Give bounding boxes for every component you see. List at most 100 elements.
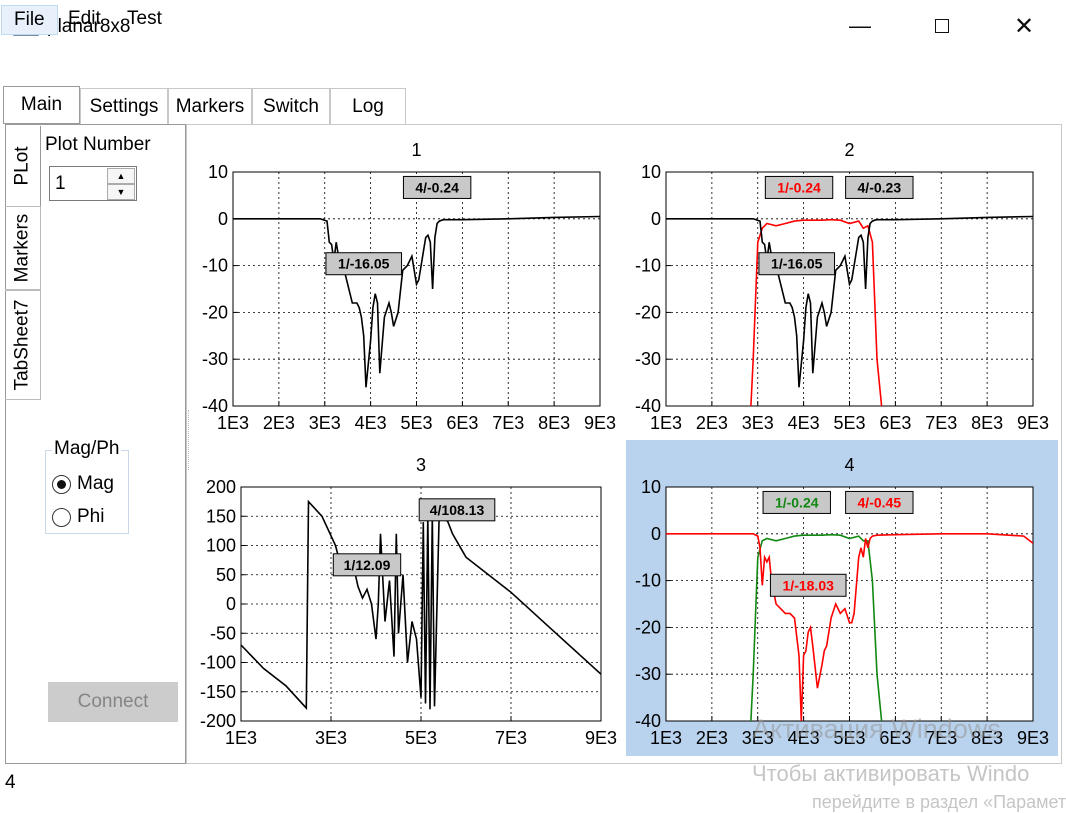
spin-up-icon[interactable]: ▲ <box>107 168 135 184</box>
tick-label-x: 8E3 <box>538 413 570 433</box>
series-line-2 <box>666 532 1033 721</box>
tick-label-x: 5E3 <box>833 413 865 433</box>
tick-label-y: 0 <box>226 594 236 614</box>
series-line-1 <box>750 533 883 721</box>
tick-label-y: -30 <box>635 349 661 369</box>
radio-phi-label: Phi <box>77 506 105 527</box>
tick-label-x: 7E3 <box>925 413 957 433</box>
marker-label: 1/12.09 <box>344 557 391 573</box>
marker-box <box>762 490 831 514</box>
spin-down-icon[interactable]: ▼ <box>107 184 135 200</box>
tab-main[interactable]: Main <box>3 86 80 124</box>
tick-label-x: 2E3 <box>696 728 728 748</box>
tick-label-y: 10 <box>208 162 228 182</box>
tick-label-y: -40 <box>635 711 661 731</box>
tick-label-y: 0 <box>651 524 661 544</box>
magph-title: Mag/Ph <box>52 438 122 460</box>
plot-area <box>186 124 1062 764</box>
side-tab-markers[interactable]: Markers <box>5 206 41 290</box>
side-tab-plot[interactable]: PLot <box>5 126 41 206</box>
tick-label-x: 4E3 <box>788 413 820 433</box>
tick-label-x: 6E3 <box>446 413 478 433</box>
marker-label: 4/108.13 <box>430 502 485 518</box>
tick-label-x: 9E3 <box>1017 413 1049 433</box>
tick-label-y: -150 <box>200 682 236 702</box>
tick-label-y: -20 <box>635 302 661 322</box>
tick-label-x: 5E3 <box>400 413 432 433</box>
tick-label-y: 0 <box>218 209 228 229</box>
close-icon[interactable]: ✕ <box>1013 12 1035 40</box>
tick-label-y: 10 <box>641 162 661 182</box>
tick-label-y: -40 <box>202 396 228 416</box>
activation-watermark-text: Чтобы активировать Windo <box>752 761 1030 786</box>
status-bar <box>0 764 1066 805</box>
marker-box <box>845 490 914 514</box>
tick-label-y: -10 <box>202 256 228 276</box>
plot-number-value[interactable]: 1 <box>55 173 66 194</box>
chart-1-title: 1 <box>411 140 421 160</box>
tab-markers[interactable]: Markers <box>168 88 252 124</box>
menu-edit[interactable]: Edit <box>68 8 101 29</box>
radio-mag[interactable]: Mag <box>52 473 114 495</box>
tick-label-y: -20 <box>635 617 661 637</box>
plot-number-stepper[interactable]: 1 ▲ ▼ <box>49 166 137 201</box>
connect-button[interactable]: Connect <box>48 682 178 722</box>
tick-label-y: 150 <box>206 506 236 526</box>
menu-file[interactable]: File <box>1 5 58 35</box>
tick-label-x: 2E3 <box>263 413 295 433</box>
tick-label-x: 9E3 <box>584 413 616 433</box>
marker-label: 1/-16.05 <box>338 256 390 272</box>
tick-label-x: 8E3 <box>971 413 1003 433</box>
tick-label-x: 3E3 <box>309 413 341 433</box>
tick-label-x: 7E3 <box>495 728 527 748</box>
tick-label-x: 5E3 <box>833 728 865 748</box>
tick-label-y: 10 <box>641 477 661 497</box>
chart-2-title: 2 <box>844 140 854 160</box>
radio-phi[interactable]: Phi <box>52 506 104 528</box>
marker-box <box>845 175 914 199</box>
tick-label-x: 9E3 <box>585 728 617 748</box>
tick-label-x: 1E3 <box>650 413 682 433</box>
tick-label-y: -50 <box>210 623 236 643</box>
tick-label-y: 0 <box>651 209 661 229</box>
marker-box <box>325 252 403 276</box>
tick-label-x: 4E3 <box>355 413 387 433</box>
tab-settings[interactable]: Settings <box>80 88 168 124</box>
tick-label-x: 7E3 <box>925 728 957 748</box>
chart-4-title: 4 <box>844 455 854 475</box>
tick-label-y: -40 <box>635 396 661 416</box>
tick-label-x: 6E3 <box>879 413 911 433</box>
tick-label-x: 3E3 <box>742 728 774 748</box>
tick-label-y: -100 <box>200 653 236 673</box>
radio-phi-icon[interactable] <box>52 507 71 527</box>
splitter-handle[interactable] <box>188 410 190 470</box>
radio-mag-label: Mag <box>77 473 114 494</box>
title-bar <box>0 0 1066 52</box>
marker-box <box>418 498 496 522</box>
marker-label: 4/-0.24 <box>415 179 459 195</box>
plot-number-label: Plot Number <box>45 134 151 155</box>
tick-label-y: -30 <box>635 664 661 684</box>
tick-label-x: 1E3 <box>225 728 257 748</box>
tick-label-y: 50 <box>216 565 236 585</box>
tab-switch[interactable]: Switch <box>252 88 330 124</box>
minimize-icon[interactable]: — <box>849 13 871 38</box>
tick-label-y: -10 <box>635 571 661 591</box>
tick-label-x: 7E3 <box>492 413 524 433</box>
marker-label: 1/-0.24 <box>777 179 821 195</box>
radio-mag-icon[interactable] <box>52 474 71 494</box>
tick-label-x: 6E3 <box>879 728 911 748</box>
side-tab-tabsheet7[interactable]: TabSheet7 <box>5 290 41 400</box>
tick-label-x: 1E3 <box>217 413 249 433</box>
tick-label-x: 5E3 <box>405 728 437 748</box>
marker-box <box>764 175 834 199</box>
series-line-1 <box>750 218 883 406</box>
tick-label-y: 100 <box>206 536 236 556</box>
marker-box <box>402 175 472 199</box>
maximize-icon[interactable] <box>914 0 970 52</box>
tick-label-x: 8E3 <box>971 728 1003 748</box>
menu-test[interactable]: Test <box>127 8 162 29</box>
tab-log[interactable]: Log <box>330 88 406 124</box>
activation-watermark-hint: перейдите в раздел «Параметры». <box>812 792 1066 812</box>
